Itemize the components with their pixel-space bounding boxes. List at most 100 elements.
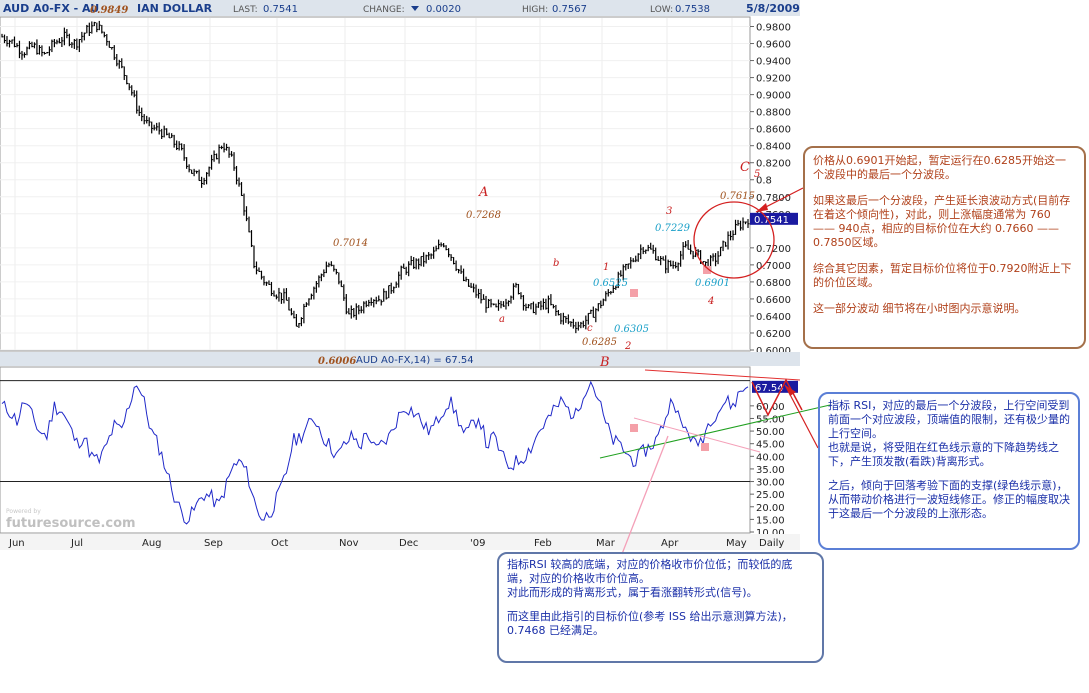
- x-tick-label: Dec: [399, 538, 418, 549]
- callout-arrow-bottom: [621, 435, 669, 555]
- annotation-0.7229: 0.7229: [655, 223, 691, 234]
- watermark-powered: Powered by: [6, 508, 41, 515]
- change-down-icon: [411, 6, 419, 11]
- high-value: 0.7567: [552, 4, 587, 15]
- marker-square: [630, 289, 638, 297]
- x-tick-label: Aug: [142, 538, 162, 549]
- y-tick-label: 0.8: [756, 176, 772, 187]
- high-label: HIGH:: [522, 5, 548, 15]
- y-tick-label: 0.9600: [756, 40, 791, 51]
- wave-label-A: A: [478, 185, 488, 200]
- rsi-tick-label: 60.00: [756, 402, 785, 413]
- note-paragraph: 而这里由此指引的目标价位(参考 ISS 给出示意测算方法)，0.7468 已经满…: [507, 610, 793, 637]
- price-grid: [0, 18, 750, 351]
- y-tick-label: 0.8600: [756, 125, 791, 136]
- rsi-series: [1, 380, 749, 525]
- wave-label-b: b: [553, 258, 559, 269]
- y-tick-label: 0.9000: [756, 91, 791, 102]
- y-tick-label: 0.7541: [754, 215, 789, 226]
- wave-label-4: 4: [707, 296, 714, 307]
- price-panel: [0, 16, 751, 352]
- rsi-tick-label: 55.00: [756, 414, 785, 425]
- annotation-0.7615: 0.7615: [720, 191, 755, 202]
- x-tick-label: Apr: [661, 538, 679, 549]
- wave-label-1: 1: [603, 262, 609, 273]
- peak-value-label: 0.9849: [90, 5, 128, 16]
- y-tick-label: 0.8200: [756, 159, 791, 170]
- rsi-line: [1, 380, 749, 525]
- note-paragraph: 如果这最后一个分波段，产生延长浪波动方式(目前存在着这个倾向性)，对此，则上涨幅…: [813, 194, 1071, 249]
- analysis-note-divergence: 指标RSI 较高的底端，对应的价格收市价位低；而较低的底端，对应的价格收市价位高…: [497, 552, 824, 663]
- arrowhead-icon: [756, 203, 768, 212]
- y-tick-label: 0.7000: [756, 261, 791, 272]
- resistance-trend-line: [644, 369, 801, 381]
- marker-square: [630, 424, 638, 432]
- x-tick-label: Daily: [759, 538, 784, 549]
- analysis-note-rsi: 指标 RSI，对应的最后一个分波段，上行空间受到前面一个对应波段，顶端值的限制，…: [818, 392, 1080, 550]
- wave-label-B: B: [599, 355, 610, 370]
- x-tick-label: Jul: [70, 538, 83, 549]
- y-tick-label: 0.6800: [756, 278, 791, 289]
- y-tick-label: 0.6400: [756, 312, 791, 323]
- y-tick-label: 0.6000: [756, 346, 791, 357]
- highlight-circle: [693, 201, 775, 279]
- marker-square: [701, 443, 709, 451]
- price-series: [1, 20, 750, 334]
- note-paragraph: 之后，倾向于回落考验下面的支撑(绿色线示意)，从而带动价格进行一波短线修正。修正…: [828, 479, 1070, 520]
- header-bar: [0, 0, 800, 16]
- rsi-tick-label: 67.54: [755, 383, 784, 394]
- rsi-tick-label: 20.00: [756, 503, 785, 514]
- last-value: 0.7541: [263, 4, 298, 15]
- watermark-logo: futuresource.com: [6, 516, 136, 531]
- note-paragraph: 指标RSI 较高的底端，对应的价格收市价位低；而较低的底端，对应的价格收市价位高…: [507, 558, 793, 599]
- rsi-panel: [0, 366, 751, 534]
- annotation-0.6006: 0.6006: [318, 356, 356, 367]
- rsi-tick-label: 40.00: [756, 452, 785, 463]
- low-label: LOW:: [650, 5, 673, 15]
- last-label: LAST:: [233, 5, 258, 15]
- x-tick-label: Sep: [204, 538, 223, 549]
- x-tick-label: May: [726, 538, 747, 549]
- chart-date: 5/8/2009: [746, 2, 800, 15]
- wave-label-c: c: [587, 323, 593, 334]
- x-tick-label: '09: [470, 538, 485, 549]
- rsi-tick-label: 10.00: [756, 528, 785, 539]
- y-tick-label: 0.8400: [756, 142, 791, 153]
- rsi-tick-label: 15.00: [756, 515, 785, 526]
- note-paragraph: 价格从0.6901开始起，暂定运行在0.6285开始这一个波段中的最后一个分波段…: [813, 154, 1066, 181]
- y-tick-label: 0.6200: [756, 329, 791, 340]
- change-label: CHANGE:: [363, 5, 405, 15]
- wave-label-5: 5: [754, 169, 760, 180]
- support-trend-line: [599, 404, 831, 459]
- annotation-0.7014: 0.7014: [333, 238, 368, 249]
- rsi-tick-label: 45.00: [756, 440, 785, 451]
- rsi-grid: [0, 380, 750, 483]
- rsi-last-badge: [752, 380, 798, 393]
- x-tick-label: Mar: [596, 538, 616, 549]
- analysis-note-brown: 价格从0.6901开始起，暂定运行在0.6285开始这一个波段中的最后一个分波段…: [803, 146, 1086, 349]
- pink-trend-line: [633, 417, 761, 453]
- rsi-tick-label: 25.00: [756, 490, 785, 501]
- last-price-badge: [750, 212, 798, 225]
- rsi-tick-label: 50.00: [756, 427, 785, 438]
- wave-annotations: 0.7014 0.6006 0.7268 0.6525 0.6305 0.628…: [318, 160, 760, 370]
- rsi-tick-label: 30.00: [756, 478, 785, 489]
- wave-label-C: C: [740, 160, 750, 175]
- y-tick-label: 0.7800: [756, 193, 791, 204]
- low-value: 0.7538: [675, 4, 710, 15]
- annotation-0.6901: 0.6901: [695, 278, 730, 289]
- indicator-divider: [0, 352, 800, 366]
- annotation-0.6305: 0.6305: [614, 324, 649, 335]
- change-value: 0.0020: [426, 4, 461, 15]
- x-axis: Jun Jul Aug Sep Oct Nov Dec '09 Feb Mar Apr May Dail…: [8, 538, 784, 549]
- annotation-0.6285: 0.6285: [582, 337, 617, 348]
- rsi-tick-label: 35.00: [756, 465, 785, 476]
- x-axis-bar: [0, 534, 800, 550]
- y-tick-label: 0.9400: [756, 57, 791, 68]
- arrowhead-icon: [785, 385, 796, 396]
- wave-label-2: 2: [624, 341, 631, 352]
- rsi-indicator-label: AUD A0-FX,14) = 67.54: [356, 355, 474, 366]
- note-paragraph: 综合其它因素，暂定目标价位将位于0.7920附近上下的价位区域。: [813, 262, 1072, 289]
